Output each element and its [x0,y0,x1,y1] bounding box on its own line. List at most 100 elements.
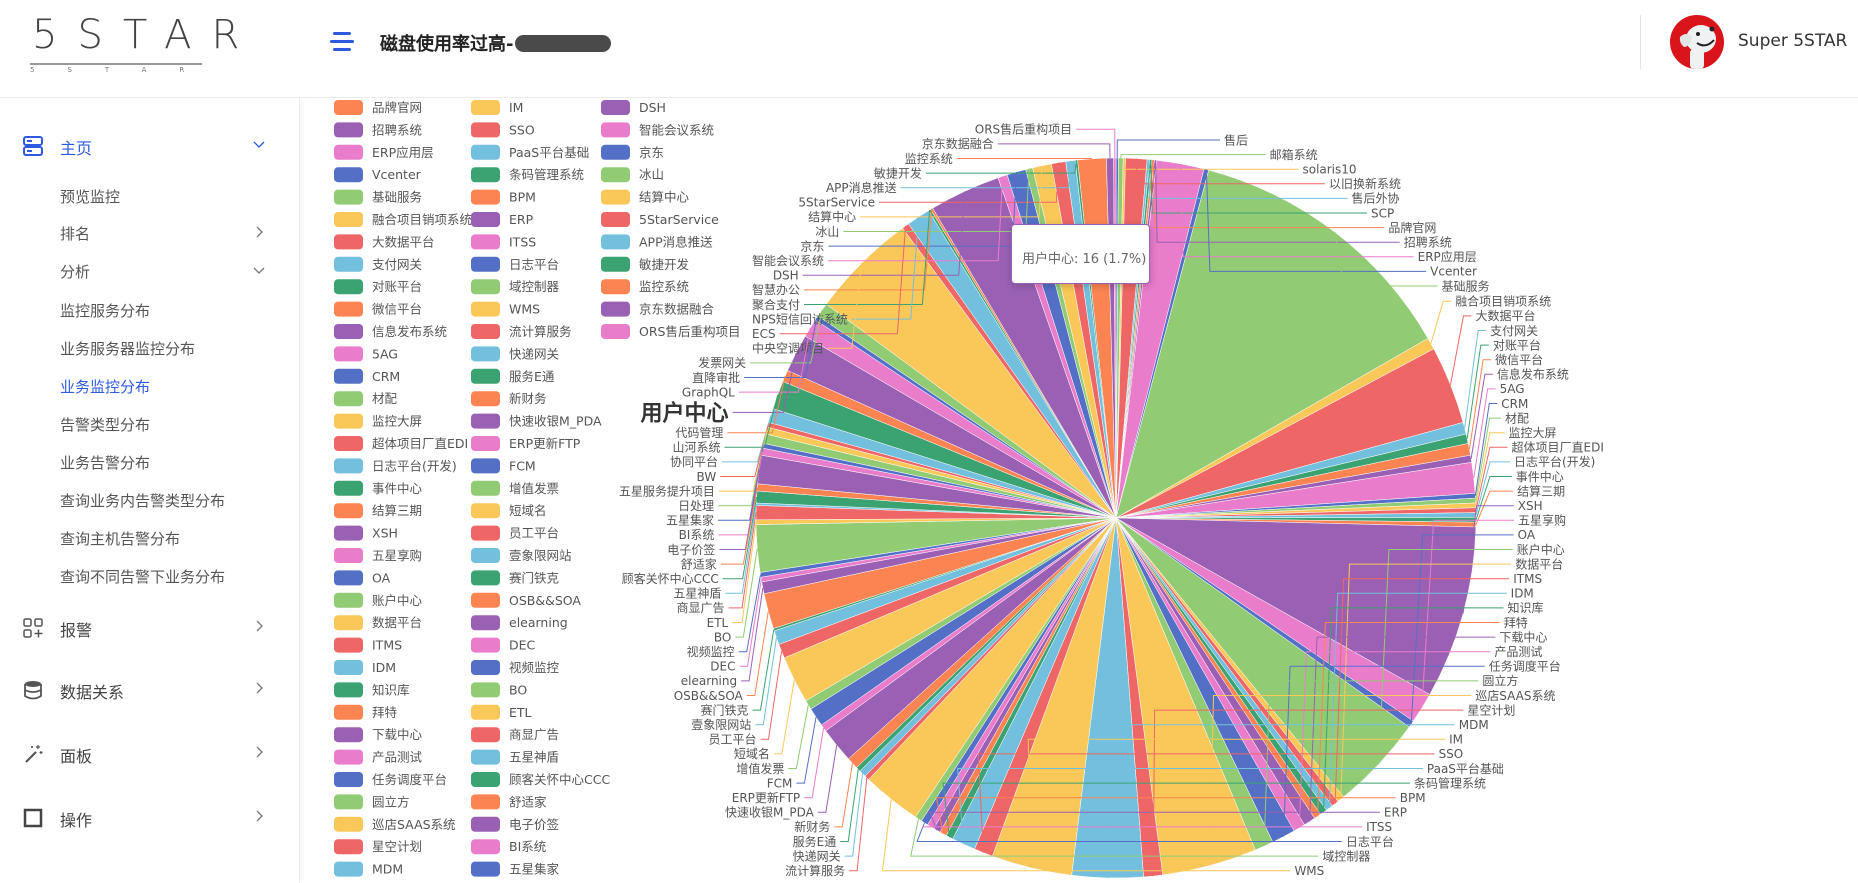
legend-swatch[interactable] [471,682,500,698]
label-line[interactable] [1475,490,1514,525]
label-line[interactable] [804,208,933,291]
label-line[interactable] [844,773,864,857]
legend-swatch[interactable] [334,637,363,653]
label-line[interactable] [1430,300,1452,344]
legend-swatch[interactable] [334,368,363,384]
legend-swatch[interactable] [471,122,500,138]
sidebar-item-alert-type-distribution[interactable]: 告警类型分布 [0,407,300,441]
sidebar-item-business-server-monitor-distribution[interactable]: 业务服务器监控分布 [0,331,300,365]
legend-swatch[interactable] [601,301,630,317]
legend-swatch[interactable] [334,548,363,563]
legend-swatch[interactable] [471,772,500,787]
sidebar-item-business-alert-distribution[interactable]: 业务告警分布 [0,445,300,479]
legend-swatch[interactable] [471,346,500,362]
label-line[interactable] [796,716,817,784]
legend-item[interactable]: 智能会议系统 [601,122,714,138]
label-line[interactable] [1466,344,1489,439]
label-line[interactable] [1155,160,1400,243]
legend-swatch[interactable] [471,637,500,653]
sidebar-item-data-relations[interactable]: 数据关系 [0,672,300,706]
legend-swatch[interactable] [471,794,500,810]
legend-item[interactable]: 条码管理系统 [471,167,584,183]
label-line[interactable] [746,611,769,696]
legend-swatch[interactable] [471,660,500,675]
legend-swatch[interactable] [334,727,363,743]
legend-item[interactable]: XSH [334,525,398,541]
legend-item[interactable]: 材配 [334,391,398,407]
legend-swatch[interactable] [334,279,363,295]
legend-swatch[interactable] [471,704,500,720]
label-line[interactable] [860,165,1043,218]
legend-item[interactable]: 舒适家 [471,794,547,810]
label-line[interactable] [1309,636,1496,822]
legend-item[interactable]: 产品测试 [334,749,423,765]
legend-swatch[interactable] [471,189,500,205]
legend-swatch[interactable] [471,436,500,451]
legend-swatch[interactable] [334,458,363,474]
legend-swatch[interactable] [471,548,500,563]
legend-swatch[interactable] [334,794,363,810]
legend-item[interactable]: 圆立方 [334,794,410,810]
label-line[interactable] [1473,388,1496,478]
label-line[interactable] [828,176,1004,262]
label-line[interactable] [1205,169,1427,272]
legend-swatch[interactable] [334,749,363,765]
legend-swatch[interactable] [471,234,500,250]
label-line[interactable] [925,160,1077,174]
legend-item[interactable]: FCM [471,458,536,474]
label-line[interactable] [741,587,764,682]
legend-swatch[interactable] [334,100,363,115]
label-line[interactable] [1116,139,1221,159]
legend-item[interactable]: MDM [334,861,403,877]
sidebar-item-alarm[interactable]: 报警 [0,610,300,644]
legend-item[interactable]: 拜特 [334,704,397,720]
label-line[interactable] [727,375,786,434]
legend-item[interactable]: BI系统 [471,839,546,855]
label-line[interactable] [804,727,825,799]
legend-swatch[interactable] [471,324,500,339]
legend-swatch[interactable] [334,167,363,183]
legend-item[interactable]: 大数据平台 [334,234,435,250]
legend-item[interactable]: ERP更新FTP [471,436,581,451]
legend-item[interactable]: 融合项目销项系统 [334,212,472,227]
legend-swatch[interactable] [334,592,363,608]
label-line[interactable] [849,777,868,872]
legend-item[interactable]: 招聘系统 [334,122,422,138]
legend-swatch[interactable] [471,368,500,384]
legend-item[interactable]: 支付网关 [334,256,422,272]
sidebar-item-business-monitor-distribution[interactable]: 业务监控分布 [0,369,300,403]
sidebar-item-query-alert-types-in-business[interactable]: 查询业务内告警类型分布 [0,483,300,517]
label-line[interactable] [1123,158,1299,170]
legend-swatch[interactable] [334,234,363,250]
legend-swatch[interactable] [471,839,500,855]
legend-item[interactable]: BO [471,682,527,698]
legend-swatch[interactable] [334,391,363,407]
legend-item[interactable]: 快速收银M_PDA [471,413,602,429]
legend-swatch[interactable] [601,189,630,205]
label-line[interactable] [1464,330,1487,429]
legend-item[interactable]: IDM [334,660,396,675]
legend-item[interactable]: DEC [471,637,536,653]
label-line[interactable] [760,651,783,740]
legend-item[interactable]: 壹象限网站 [471,548,572,563]
legend-swatch[interactable] [334,346,363,362]
legend-item[interactable]: ITSS [471,234,536,250]
legend-item[interactable]: 监控系统 [601,279,689,295]
legend-swatch[interactable] [471,525,500,541]
legend-item[interactable]: 视频监控 [471,660,560,675]
label-line[interactable] [804,209,931,305]
label-line[interactable] [1152,709,1464,877]
label-line[interactable] [1475,476,1512,520]
legend-item[interactable]: DSH [601,100,666,115]
legend-swatch[interactable] [601,122,630,138]
legend-swatch[interactable] [471,167,500,183]
label-line[interactable] [1421,519,1514,708]
legend-swatch[interactable] [471,413,500,429]
legend-item[interactable]: 知识库 [334,682,410,698]
legend-swatch[interactable] [334,839,363,855]
legend-item[interactable]: ERP [471,212,534,227]
legend-swatch[interactable] [334,189,363,205]
label-line[interactable] [722,496,758,580]
legend-item[interactable]: 员工平台 [471,525,559,541]
legend-swatch[interactable] [334,144,363,160]
